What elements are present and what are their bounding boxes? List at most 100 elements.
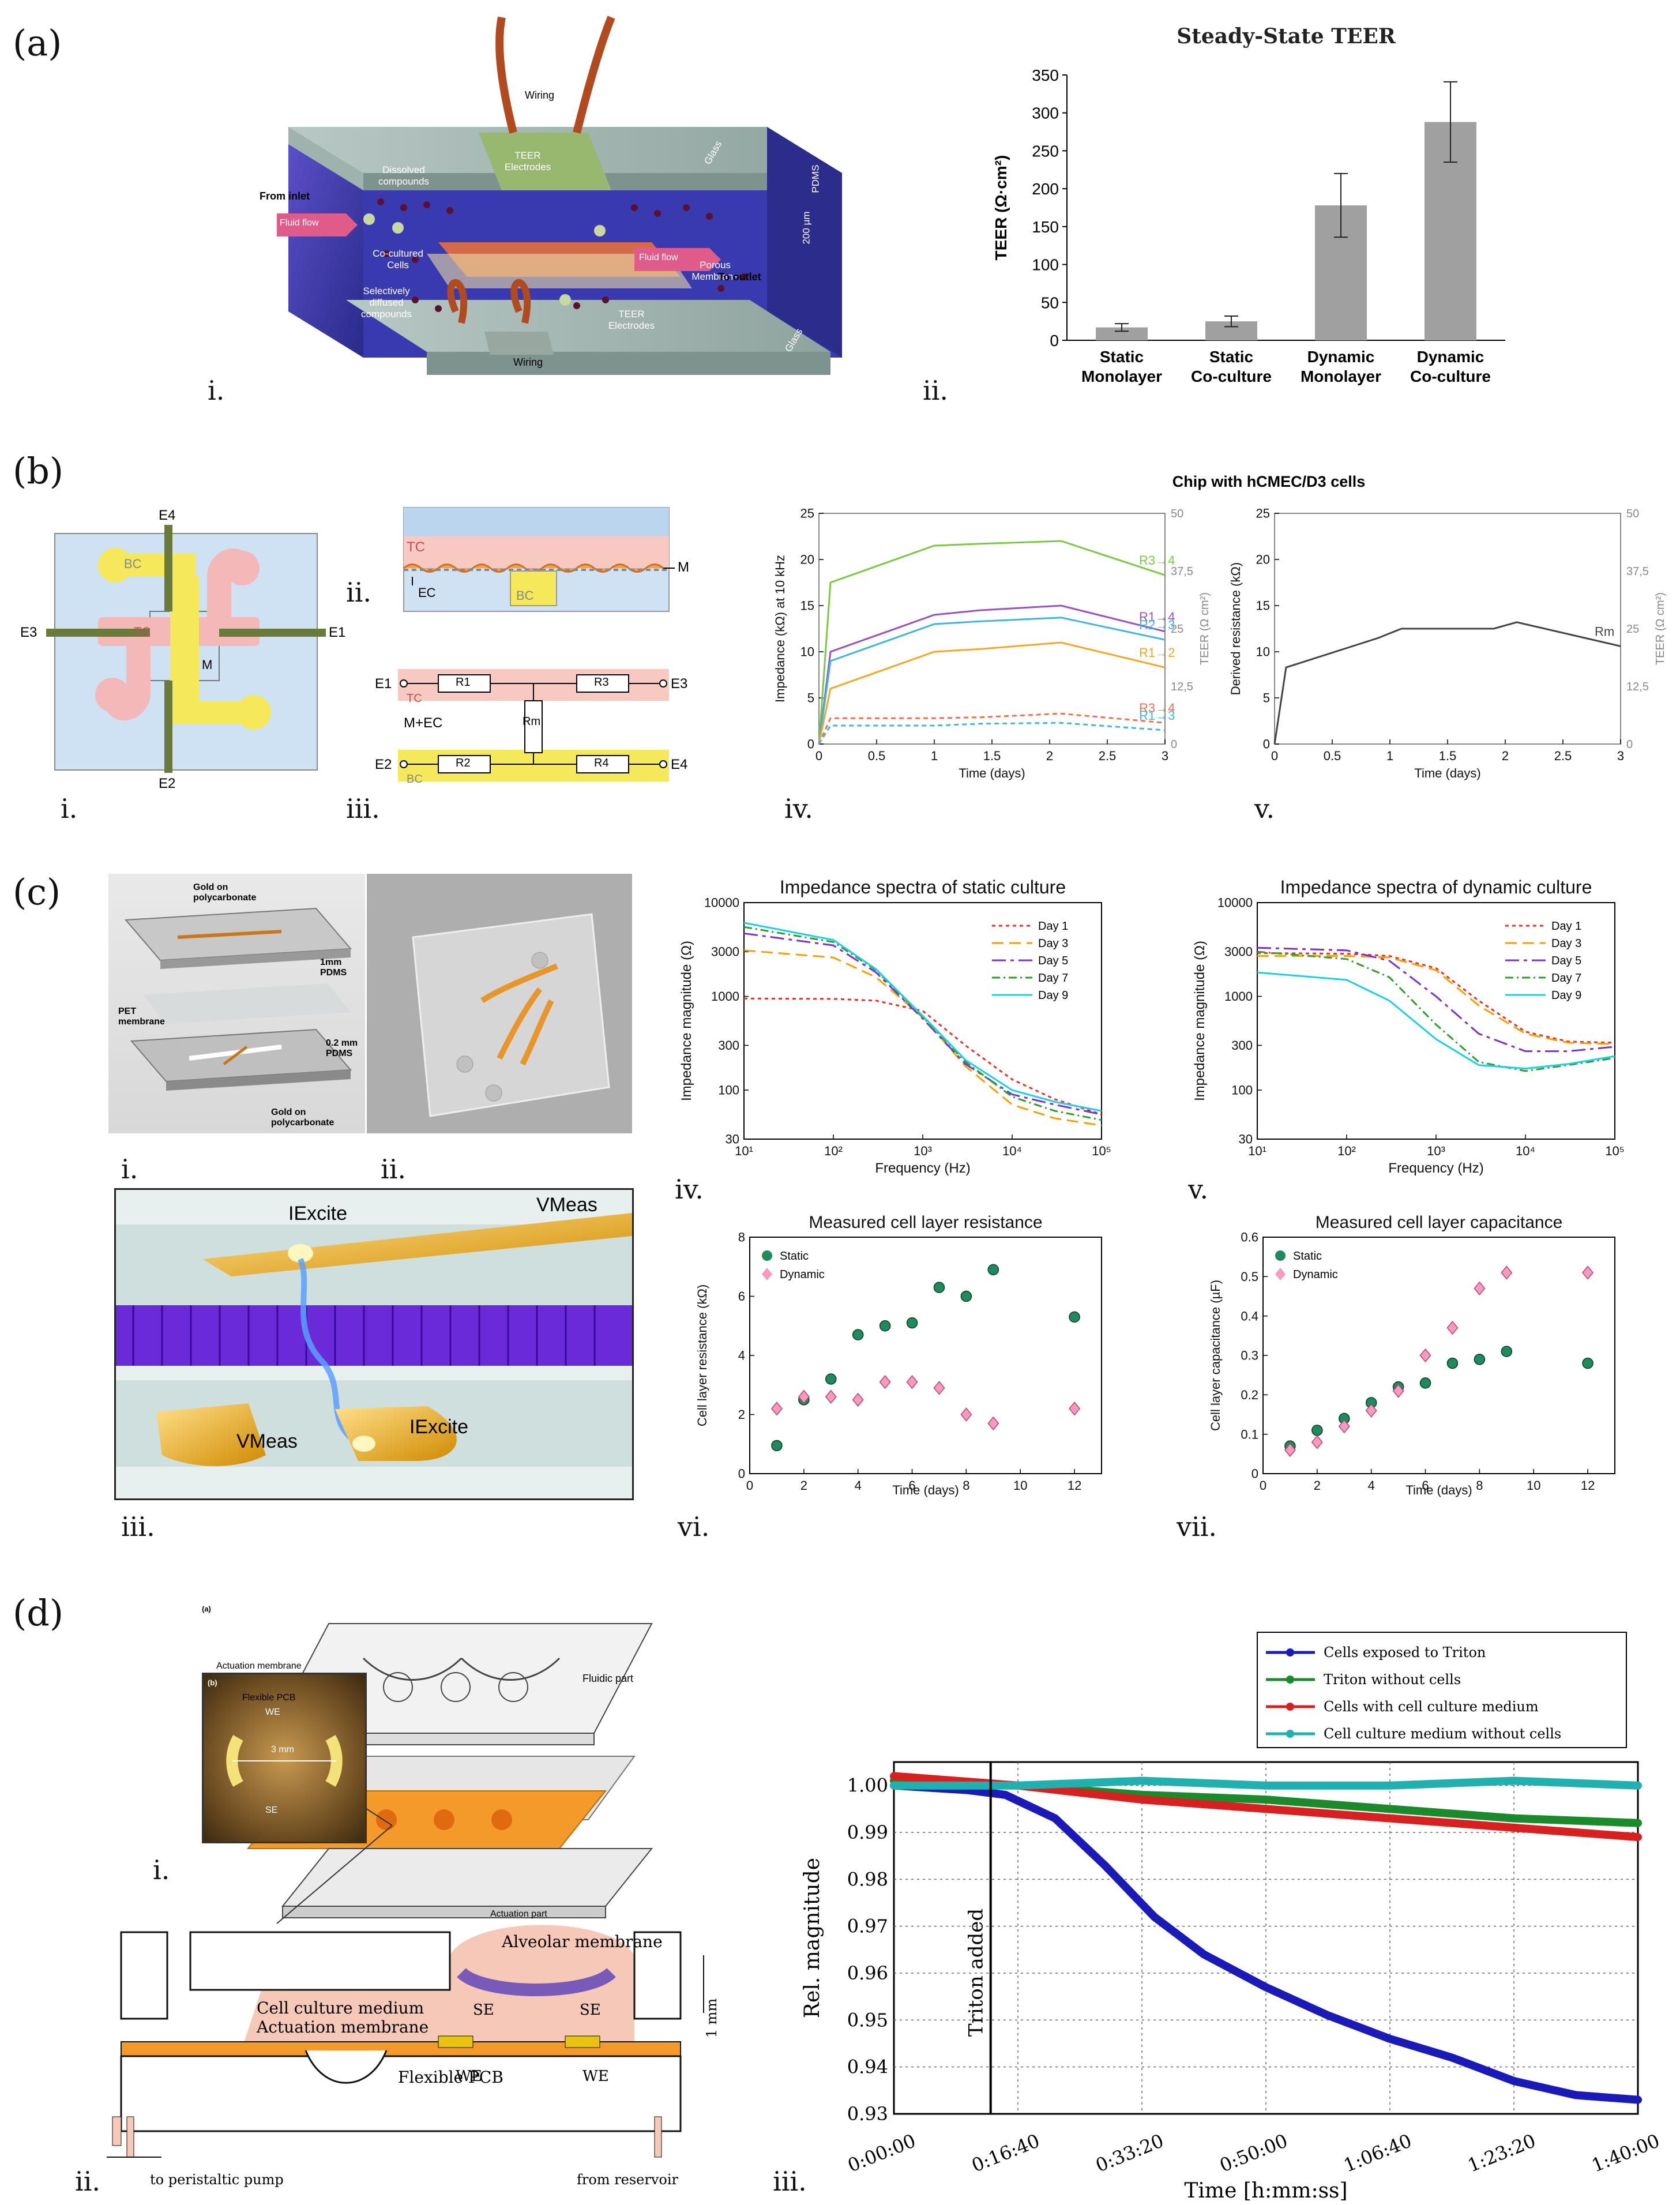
d-ii-reservoir-label: from reservoir xyxy=(577,2172,679,2188)
b-iii-tc-label: TC xyxy=(407,692,422,705)
data-point-static xyxy=(1474,1354,1486,1365)
legend-label: Day 7 xyxy=(1038,972,1068,985)
c-vii-capacitance-chart: 0 2 4 6 8 10 12 0 0.1 0.2 0.3 0.4 0.5 0.6 Time (days) C… xyxy=(1208,1213,1615,1497)
b-i-e2-label: E2 xyxy=(159,776,176,791)
y-axis-label: TEER (Ω·cm²) xyxy=(992,155,1010,261)
d-ii-medium-label: Cell culture medium xyxy=(257,1999,424,2018)
d-i-label: i. xyxy=(153,1854,170,1885)
y2-tick-label: 25 xyxy=(1171,623,1183,636)
legend-label: Static xyxy=(1293,1250,1322,1263)
x-tick-label: 10 xyxy=(1527,1478,1540,1493)
bar xyxy=(1096,327,1148,340)
x-tick-label: 10 xyxy=(1013,1478,1027,1493)
cell-layer xyxy=(116,1305,632,1366)
wire-top-right xyxy=(573,16,615,134)
y2-tick-label: 0 xyxy=(1626,738,1633,751)
x-category-label: Co-culture xyxy=(1191,367,1272,385)
legend-label: Day 9 xyxy=(1551,989,1581,1002)
legend-label: Day 9 xyxy=(1038,989,1068,1002)
x-tick-label: 1 xyxy=(1386,749,1393,763)
b-iii-label: iii. xyxy=(346,793,380,824)
y2-tick-label: 25 xyxy=(1626,623,1639,636)
a-i-wiring-bottom-label: Wiring xyxy=(513,356,543,368)
data-point-dynamic xyxy=(987,1416,999,1431)
series-line-r1-3 xyxy=(818,722,1166,745)
a-i-cocultured-label: Co-cultured Cells xyxy=(373,248,423,271)
b-iii-rm-label: Rm xyxy=(523,715,541,728)
x-tick-label: 1:23:20 xyxy=(1464,2129,1539,2176)
legend-label: Day 5 xyxy=(1551,955,1581,967)
y2-axis-label: TEER (Ω cm²) xyxy=(1198,592,1211,665)
data-point-dynamic xyxy=(1501,1265,1513,1280)
a-i-porous-label: Porous Membrane xyxy=(691,260,739,282)
panel-label-b: (b) xyxy=(13,450,64,492)
x-tick-label: 0 xyxy=(746,1478,753,1493)
series-line-cell-culture-medium-without-cells xyxy=(890,1776,1642,1790)
b-i-m-label: M xyxy=(202,658,213,672)
d-ii-pump-label: to peristaltic pump xyxy=(150,2172,284,2188)
c-i-label: i. xyxy=(121,1154,138,1185)
x-tick-label: 3 xyxy=(1162,749,1168,763)
x-tick-label: 10⁴ xyxy=(1002,1144,1022,1158)
legend-label: Cell culture medium without cells xyxy=(1324,1726,1561,1742)
x-axis-label: Time (days) xyxy=(1405,1483,1472,1497)
c-iv-label: iv. xyxy=(675,1174,704,1205)
series-label: Rm xyxy=(1595,624,1614,638)
y-axis-label: Cell layer resistance (kΩ) xyxy=(695,1284,709,1426)
y-axis-label: Impedance magnitude (Ω) xyxy=(1192,941,1208,1101)
d-ii-alveolar-label: Alveolar membrane xyxy=(502,1932,663,1951)
d-ii-se1-label: SE xyxy=(473,2001,494,2019)
electrode-e1 xyxy=(219,629,326,637)
x-tick-label: 6 xyxy=(1422,1478,1429,1493)
y2-tick-label: 12,5 xyxy=(1626,681,1649,693)
x-tick-label: 3 xyxy=(1617,749,1624,763)
c-iii-label: iii. xyxy=(121,1511,155,1542)
y-tick-label: 20 xyxy=(800,553,814,567)
x-tick-label: 4 xyxy=(855,1478,862,1493)
series-line-r2-3 xyxy=(818,617,1166,745)
x-category-label: Static xyxy=(1100,348,1144,366)
series-line-day-9 xyxy=(743,922,1102,1112)
c-i-pet-label: PET membrane xyxy=(118,1006,165,1027)
x-tick-label: 2.5 xyxy=(1554,749,1572,763)
d-ii-cross-section xyxy=(107,1925,704,2158)
electrode-e2 xyxy=(164,681,172,773)
d-iii-relative-magnitude-chart: 0:00:00 0:16:40 0:33:20 0:50:00 1:06:40 1:23:… xyxy=(800,1632,1663,2203)
b-i-label: i. xyxy=(61,793,78,824)
y-tick-label: 1000 xyxy=(1224,989,1253,1004)
y-tick-label: 10000 xyxy=(704,896,739,910)
x-tick-label: 0:33:20 xyxy=(1092,2129,1167,2176)
data-point-dynamic xyxy=(960,1407,972,1422)
a-ii-bar-chart: Steady-State TEER 0 50 100 150 200 250 300 350 TE… xyxy=(992,24,1505,385)
data-point-static xyxy=(1069,1311,1080,1323)
resistor-r1 xyxy=(438,674,491,693)
x-tick-label: 0 xyxy=(815,749,822,763)
x-tick-label: 0:00:00 xyxy=(844,2129,919,2176)
series-label: R1→3 xyxy=(1139,708,1175,723)
b-iii-r1-label: R1 xyxy=(456,676,471,689)
x-tick-label: 12 xyxy=(1068,1478,1081,1493)
data-point-static xyxy=(1419,1377,1431,1389)
a-i-teer-bottom-label: TEER Electrodes xyxy=(608,309,655,331)
y2-tick-label: 12,5 xyxy=(1171,681,1193,693)
resistor-r2 xyxy=(438,755,491,773)
legend-marker xyxy=(1286,1676,1294,1684)
y-axis-label: Derived resistance (kΩ) xyxy=(1228,562,1243,695)
y-tick-label: 8 xyxy=(738,1230,745,1245)
x-axis-label: Time (days) xyxy=(892,1483,959,1497)
panel-label-a: (a) xyxy=(13,22,62,64)
data-point-static xyxy=(852,1329,864,1340)
y-tick-label: 300 xyxy=(1032,104,1059,122)
b-iii-e1-label: E1 xyxy=(375,676,392,692)
legend-label: Cells with cell culture medium xyxy=(1324,1699,1539,1715)
x-tick-label: 2 xyxy=(1314,1478,1321,1493)
c-ii-device-photo xyxy=(367,874,632,1133)
y-tick-label: 3000 xyxy=(711,945,739,959)
x-category-label: Dynamic xyxy=(1417,348,1484,366)
series-line-day-7 xyxy=(743,926,1102,1121)
y-axis-label: Rel. magnitude xyxy=(800,1858,824,2018)
c-i-gold-top-label: Gold on polycarbonate xyxy=(193,882,257,903)
x-tick-label: 0:50:00 xyxy=(1216,2129,1291,2176)
x-tick-label: 0 xyxy=(1271,749,1278,763)
